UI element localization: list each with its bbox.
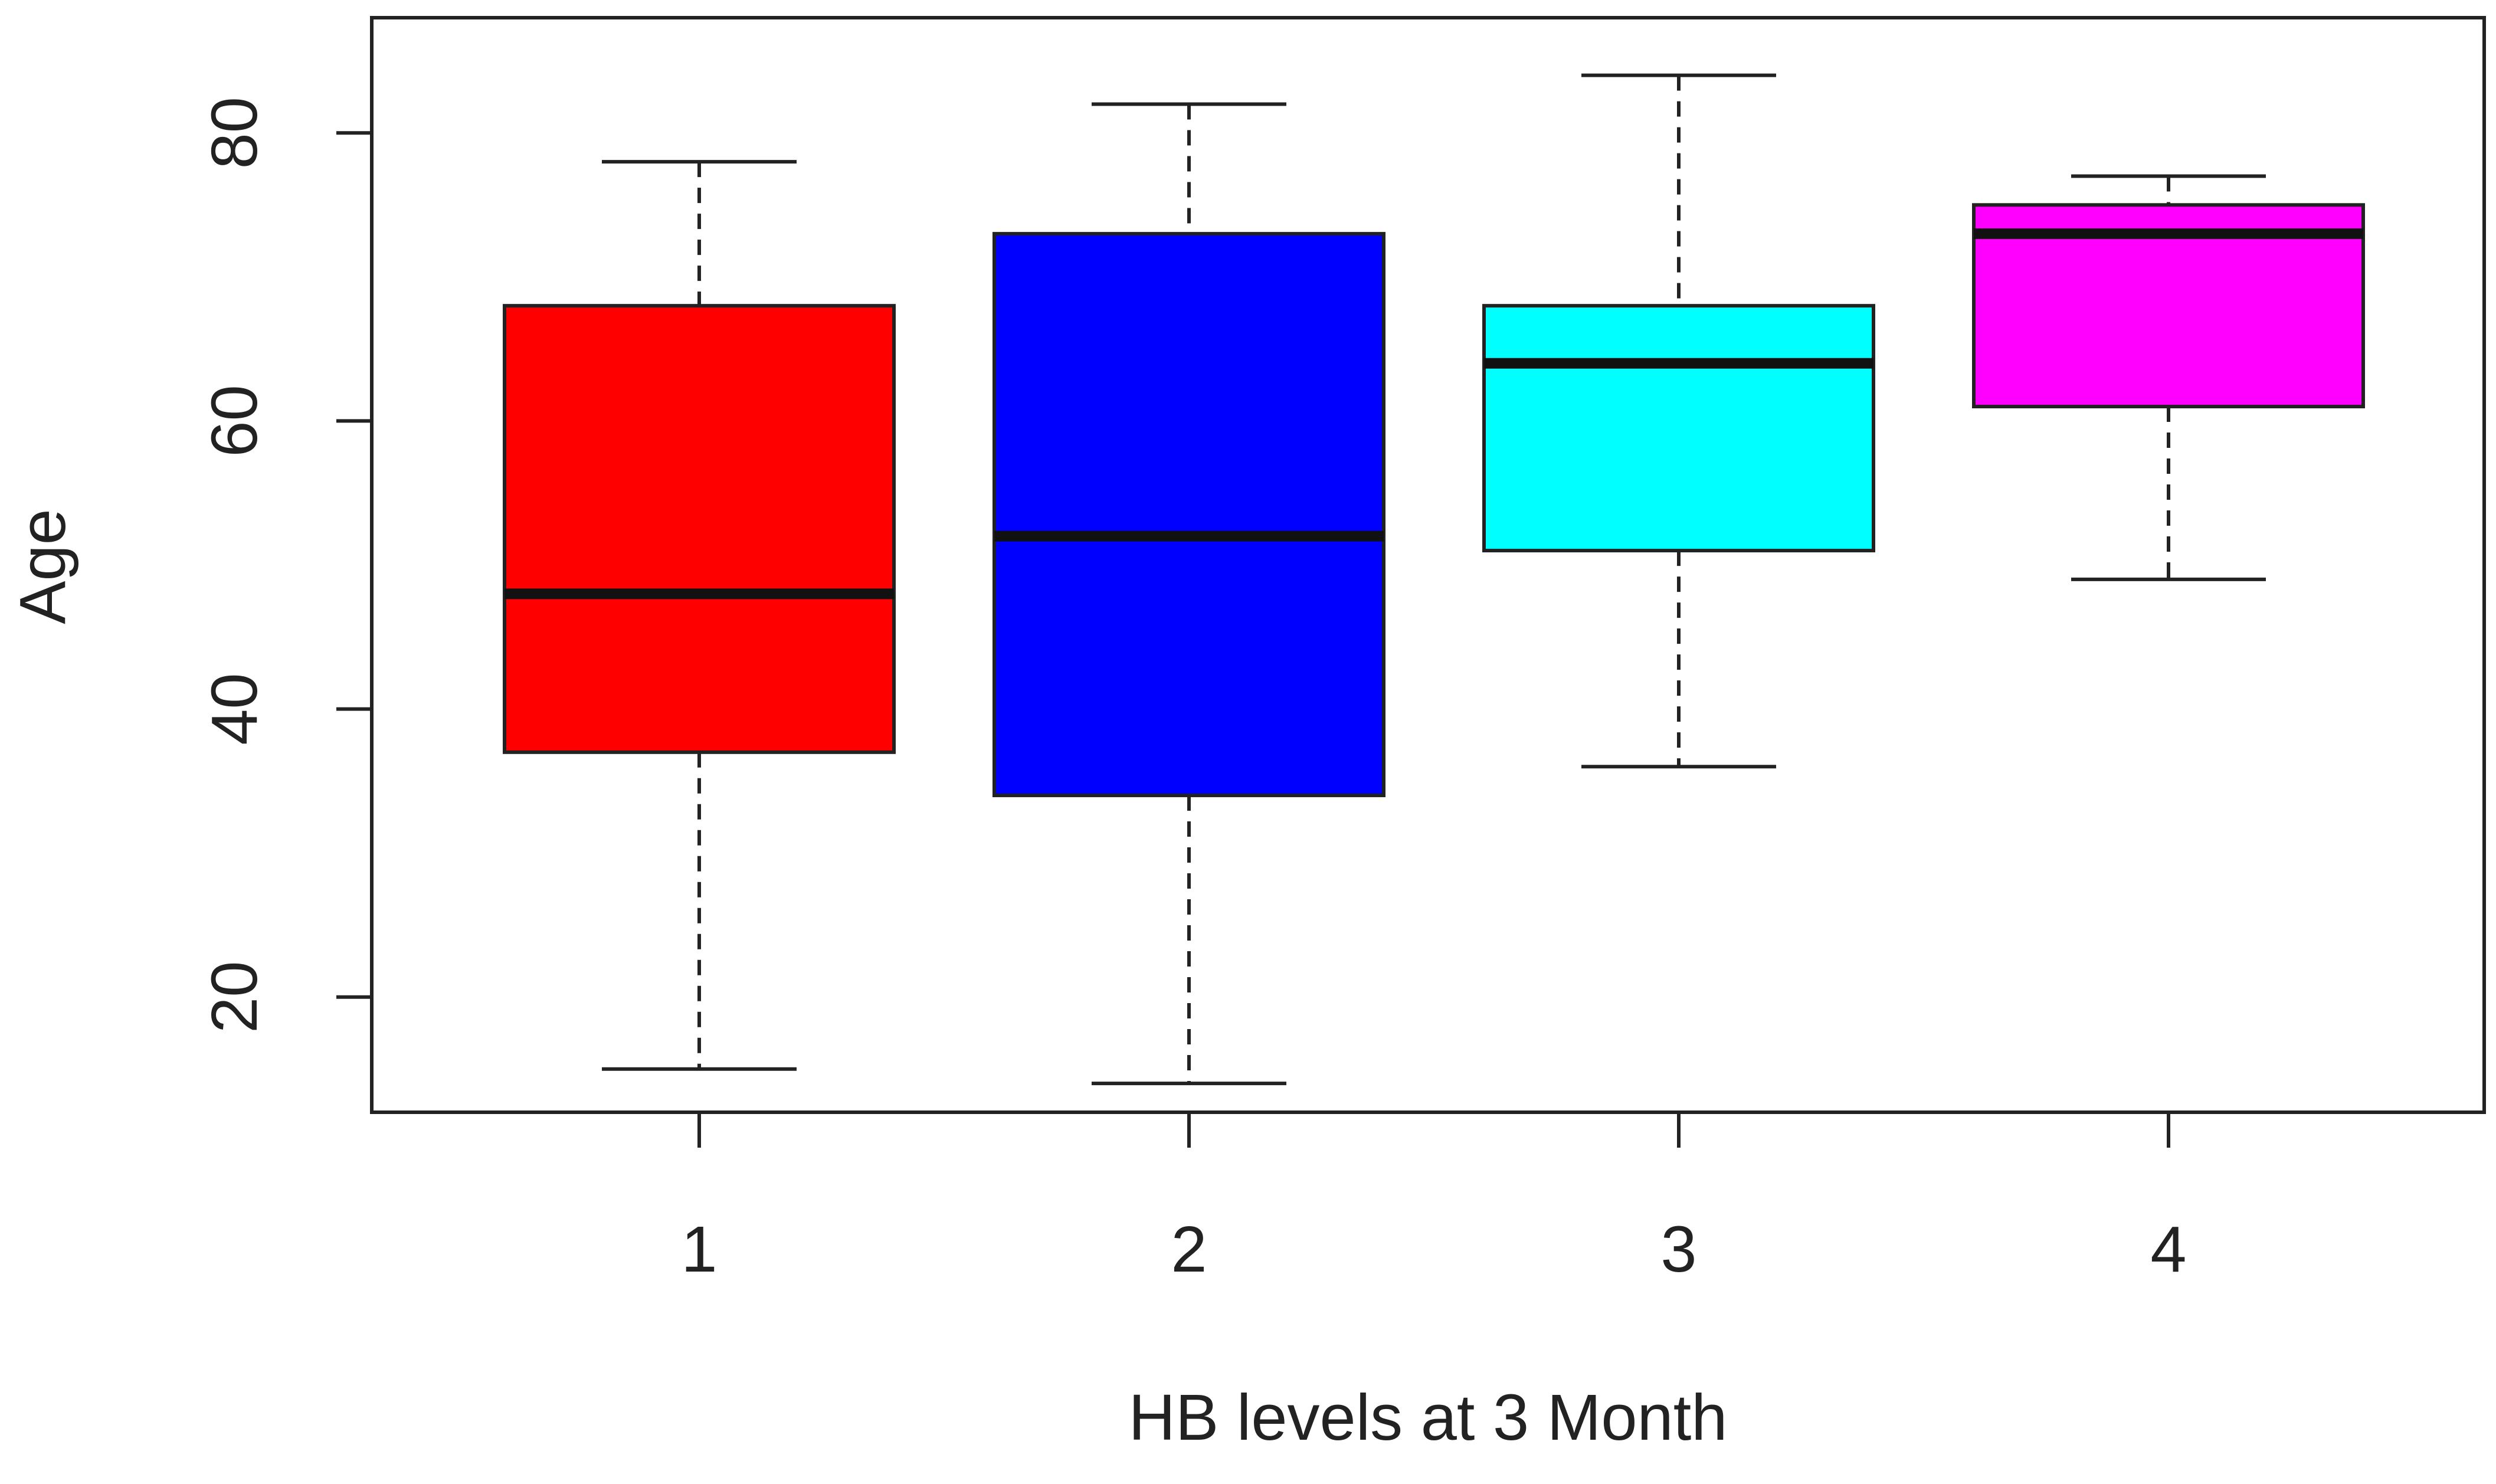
x-tick-label: 4 [2150,1213,2186,1286]
y-axis-title: Age [6,509,79,624]
x-tick-label: 2 [1171,1213,1207,1286]
box-3 [1482,304,1875,553]
box-group-1 [503,160,896,1071]
box-group-4 [1972,174,2365,581]
x-tick-label: 3 [1660,1213,1696,1286]
x-axis: 1 2 3 4 [681,1112,2187,1286]
y-tick-label: 80 [198,97,271,169]
y-axis: 20 40 60 80 [198,97,372,1033]
y-tick-label: 40 [198,673,271,745]
x-axis-title: HB levels at 3 Month [1129,1381,1728,1454]
y-tick-label: 60 [198,385,271,457]
x-tick-label: 1 [681,1213,717,1286]
box-1 [503,304,896,754]
y-tick-label: 20 [198,961,271,1033]
box-group-3 [1482,73,1875,769]
box-2 [992,232,1385,798]
plot-frame [370,16,2486,1114]
chart-marks [503,73,2365,1086]
box-group-2 [992,102,1385,1086]
